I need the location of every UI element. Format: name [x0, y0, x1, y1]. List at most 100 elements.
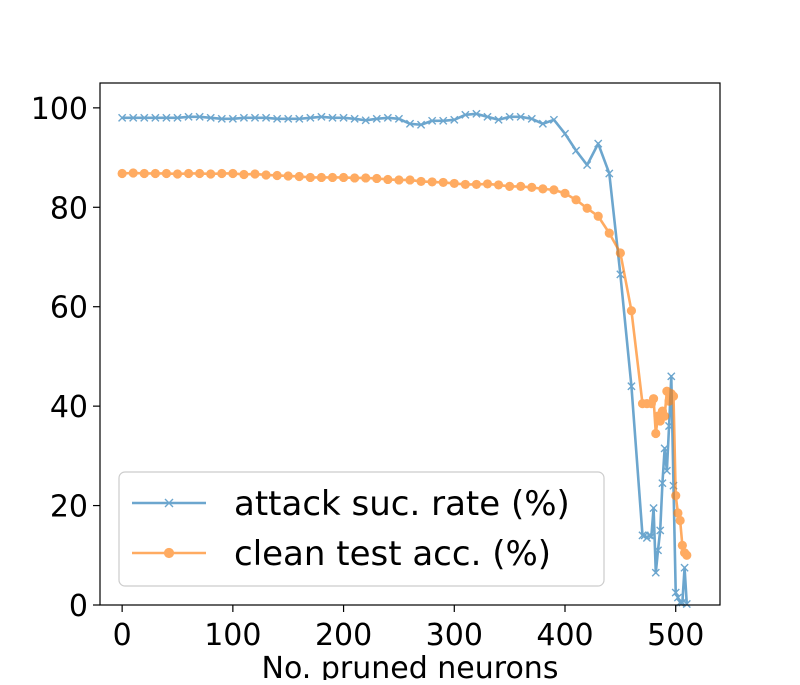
data-point [660, 411, 670, 421]
x-tick-label: 300 [426, 618, 483, 653]
legend-box [118, 471, 605, 587]
data-point [172, 169, 183, 179]
legend-swatch [132, 498, 206, 508]
legend-swatch [132, 547, 206, 559]
data-point [195, 168, 205, 179]
data-point [117, 168, 127, 179]
data-point [129, 113, 138, 122]
data-point [383, 113, 392, 122]
data-point [560, 129, 570, 138]
data-point [593, 211, 603, 221]
plot-frame [99, 82, 721, 606]
data-point [439, 116, 448, 125]
data-point [317, 112, 326, 121]
data-point [494, 115, 503, 124]
data-point [626, 306, 637, 316]
data-point [416, 176, 426, 187]
data-point [505, 112, 514, 121]
y-tick-label: 60 [50, 291, 88, 326]
data-point [239, 113, 249, 122]
data-point [294, 171, 304, 182]
data-point [239, 169, 249, 180]
data-point [538, 184, 548, 194]
data-point [549, 185, 559, 195]
data-point [658, 479, 667, 488]
data-point [527, 114, 536, 123]
data-point [305, 172, 315, 183]
data-point [668, 391, 679, 401]
data-point [228, 168, 238, 179]
data-point [206, 113, 215, 122]
data-point [438, 177, 448, 188]
data-point [671, 588, 680, 597]
data-point [250, 169, 260, 179]
data-point [604, 228, 614, 238]
data-point [361, 173, 371, 183]
legend: attack suc. rate (%) clean test acc. (%) [118, 471, 605, 587]
data-point [516, 112, 525, 121]
data-point [416, 120, 426, 129]
data-point [682, 599, 691, 609]
legend-label: attack suc. rate (%) [234, 484, 570, 524]
data-point [428, 116, 437, 125]
data-point [394, 114, 404, 123]
data-point [284, 114, 293, 123]
data-point [162, 113, 171, 122]
data-point [151, 113, 160, 122]
data-point [316, 172, 327, 183]
data-point [228, 114, 237, 123]
data-point [405, 119, 415, 128]
data-point [648, 394, 659, 404]
data-point [680, 563, 689, 572]
data-point [217, 114, 226, 123]
data-point [161, 168, 172, 179]
data-point [250, 113, 260, 122]
data-point [627, 382, 636, 391]
data-point [394, 175, 404, 185]
data-point [261, 170, 271, 180]
data-point [605, 169, 614, 178]
data-point [651, 568, 660, 577]
x-tick-label: 0 [113, 618, 132, 653]
y-tick-label: 20 [50, 490, 88, 525]
data-point [128, 168, 138, 178]
data-point [383, 174, 393, 185]
data-point [327, 172, 338, 183]
x-tick-label: 500 [647, 618, 704, 653]
data-point [350, 173, 360, 183]
data-point [183, 168, 194, 179]
data-point [460, 179, 470, 190]
data-point [571, 195, 581, 205]
y-tick-label: 100 [31, 92, 88, 127]
data-point [651, 428, 661, 439]
data-point [471, 179, 482, 190]
data-point [638, 531, 647, 540]
data-point [671, 491, 681, 501]
data-point [139, 168, 149, 179]
legend-marker [164, 498, 174, 508]
data-point [549, 115, 559, 124]
data-point [449, 178, 459, 189]
data-point [649, 503, 658, 513]
data-point [582, 203, 592, 213]
data-point [173, 113, 182, 122]
data-point [295, 114, 304, 123]
data-point [338, 172, 349, 183]
data-point [647, 532, 656, 541]
data-point [675, 515, 685, 526]
y-tick-label: 0 [69, 589, 88, 624]
legend-label: clean test acc. (%) [234, 534, 551, 574]
x-tick-label: 200 [315, 618, 372, 653]
data-point [427, 177, 437, 187]
data-point [667, 372, 676, 381]
data-point [405, 175, 415, 185]
data-point [339, 113, 348, 122]
data-point [150, 168, 160, 179]
data-point [615, 248, 625, 258]
x-axis-label: No. pruned neurons [262, 651, 559, 680]
data-point [372, 114, 381, 123]
series-line [122, 112, 689, 605]
data-point [283, 171, 293, 181]
data-point [361, 116, 370, 125]
series-group [117, 168, 692, 560]
